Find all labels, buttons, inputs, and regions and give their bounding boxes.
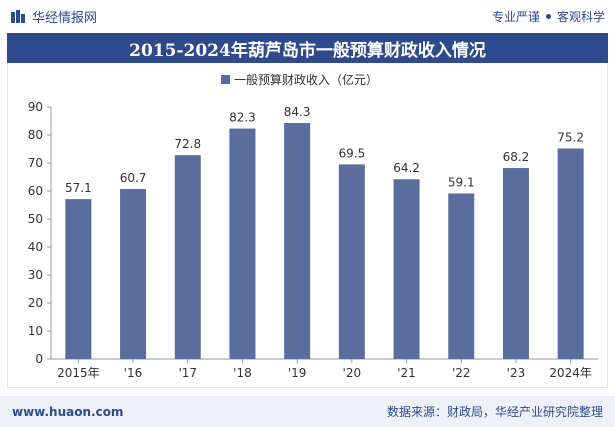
x-tick-label: '16 <box>124 366 143 380</box>
data-label: 59.1 <box>448 176 475 190</box>
legend-label: 一般预算财政收入（亿元） <box>234 72 378 87</box>
y-tick-label: 80 <box>28 128 43 142</box>
bar <box>502 168 529 359</box>
data-label: 69.5 <box>338 146 365 160</box>
data-label: 57.1 <box>65 181 92 195</box>
legend: 一般预算财政收入（亿元） <box>221 72 378 87</box>
y-tick-label: 0 <box>35 352 43 366</box>
y-tick-label: 90 <box>28 100 43 114</box>
data-label: 75.2 <box>557 130 584 144</box>
y-tick-label: 70 <box>28 156 43 170</box>
top-bar: 华经情报网 专业严谨 客观科学 <box>0 0 615 33</box>
bar <box>284 122 311 360</box>
footer-url[interactable]: www.huaon.com <box>12 404 124 419</box>
data-label: 72.8 <box>174 137 201 151</box>
x-tick-label: '17 <box>178 366 197 380</box>
chart-title: 2015-2024年葫芦岛市一般预算财政收入情况 <box>129 40 486 61</box>
footer-source: 数据来源：财政局，华经产业研究院整理 <box>386 405 603 419</box>
y-tick-label: 60 <box>28 184 43 198</box>
separator-dot-icon <box>545 14 551 19</box>
bar <box>557 148 584 359</box>
brand-logo-icon <box>11 9 25 23</box>
bar <box>448 193 475 359</box>
data-label: 60.7 <box>120 171 147 185</box>
legend-swatch <box>221 75 230 84</box>
tagline: 专业严谨 客观科学 <box>492 8 605 25</box>
x-tick-label: '21 <box>397 366 416 380</box>
data-label: 64.2 <box>393 161 420 175</box>
bar <box>120 189 147 359</box>
y-tick-label: 30 <box>28 268 43 282</box>
x-tick-label: 2024年 <box>549 366 592 380</box>
y-tick-label: 10 <box>28 324 43 338</box>
chart-frame: 一般预算财政收入（亿元） 0 10 20 30 40 50 60 70 80 90 57.1 2015年… <box>7 63 608 388</box>
y-tick-label: 20 <box>28 296 43 310</box>
bar <box>65 199 92 359</box>
x-tick-label: '23 <box>507 366 526 380</box>
x-tick-label: '18 <box>233 366 252 380</box>
tagline-right: 客观科学 <box>556 10 605 24</box>
x-tick-label: 2015年 <box>57 366 100 380</box>
y-tick-label: 40 <box>28 240 43 254</box>
bar <box>229 128 256 359</box>
bar <box>393 179 420 359</box>
data-label: 84.3 <box>284 105 311 119</box>
chart-title-bar: 2015-2024年葫芦岛市一般预算财政收入情况 <box>7 33 608 63</box>
bar <box>338 164 365 359</box>
data-label: 68.2 <box>503 150 530 164</box>
x-tick-label: '22 <box>452 366 471 380</box>
y-tick-label: 50 <box>28 212 43 226</box>
x-tick-label: '20 <box>343 366 362 380</box>
bar-chart: 一般预算财政收入（亿元） 0 10 20 30 40 50 60 70 80 90 57.1 2015年… <box>28 72 598 380</box>
x-tick-label: '19 <box>288 366 307 380</box>
footer-bar: www.huaon.com 数据来源：财政局，华经产业研究院整理 <box>0 396 615 427</box>
data-label: 82.3 <box>229 111 256 125</box>
brand-name: 华经情报网 <box>32 11 98 26</box>
tagline-left: 专业严谨 <box>491 10 540 24</box>
brand: 华经情报网 <box>10 7 97 26</box>
bar <box>174 155 201 359</box>
